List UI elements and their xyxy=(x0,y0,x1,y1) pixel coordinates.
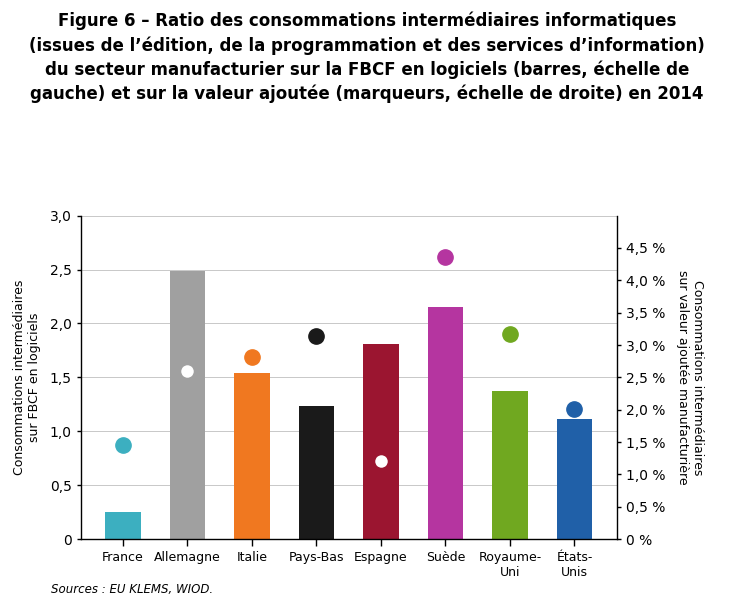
Bar xyxy=(556,419,592,539)
Bar xyxy=(105,512,141,539)
Bar xyxy=(428,307,463,539)
Bar xyxy=(299,407,334,539)
Bar xyxy=(170,271,205,539)
Bar xyxy=(493,391,528,539)
Text: Sources : EU KLEMS, WIOD.: Sources : EU KLEMS, WIOD. xyxy=(51,583,214,596)
Bar xyxy=(234,373,269,539)
Y-axis label: Consommations intermédiaires
sur valeur ajoutée manufacturière: Consommations intermédiaires sur valeur … xyxy=(676,270,704,485)
Y-axis label: Consommations intermédiaires
sur FBCF en logiciels: Consommations intermédiaires sur FBCF en… xyxy=(13,280,41,475)
Text: Figure 6 – Ratio des consommations intermédiaires informatiques
(issues de l’édi: Figure 6 – Ratio des consommations inter… xyxy=(29,12,705,104)
Bar xyxy=(363,344,399,539)
